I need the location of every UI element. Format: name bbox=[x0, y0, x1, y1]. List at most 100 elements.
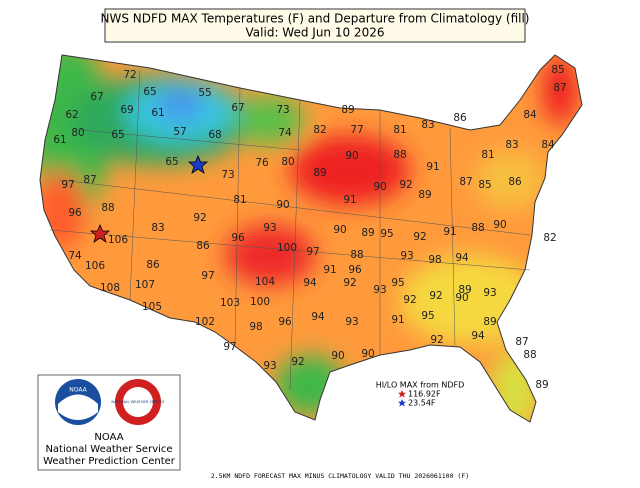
temperature-label: 67 bbox=[90, 91, 103, 103]
temperature-label: 103 bbox=[220, 297, 240, 309]
temperature-label: 62 bbox=[65, 109, 78, 121]
footer: 2.5KM NDFD FORECAST MAX MINUS CLIMATOLOG… bbox=[211, 472, 469, 480]
temperature-label: 83 bbox=[505, 139, 518, 151]
temperature-label: 86 bbox=[508, 176, 522, 188]
temperature-label: 69 bbox=[120, 104, 133, 116]
temperature-label: 94 bbox=[303, 277, 317, 289]
temperature-label: 94 bbox=[471, 330, 485, 342]
temperature-label: 82 bbox=[313, 124, 326, 136]
temperature-label: 104 bbox=[255, 276, 275, 288]
nws-badge: NATIONAL WEATHER SERVICE bbox=[111, 400, 165, 404]
temperature-label: 77 bbox=[350, 124, 363, 136]
logo-line3: Weather Prediction Center bbox=[43, 456, 176, 467]
low-star bbox=[187, 154, 209, 174]
temperature-label: 87 bbox=[553, 82, 566, 94]
temperature-label: 84 bbox=[523, 109, 537, 121]
temperature-label: 96 bbox=[68, 207, 82, 219]
temperature-label: 87 bbox=[459, 176, 472, 188]
temperature-label: 89 bbox=[341, 104, 354, 116]
temperature-label: 100 bbox=[250, 296, 270, 308]
temperature-label: 83 bbox=[151, 222, 164, 234]
hilo-low: 23.54F bbox=[408, 399, 436, 408]
temperature-label: 73 bbox=[276, 104, 289, 116]
temperature-label: 95 bbox=[421, 310, 434, 322]
temperature-label: 86 bbox=[196, 240, 210, 252]
temperature-label: 80 bbox=[71, 127, 84, 139]
noaa-badge: NOAA bbox=[69, 387, 87, 394]
temperature-label: 90 bbox=[276, 199, 289, 211]
temperature-label: 96 bbox=[278, 316, 292, 328]
temperature-label: 88 bbox=[101, 202, 114, 214]
temperature-label: 61 bbox=[151, 107, 164, 119]
temperature-label: 92 bbox=[343, 277, 356, 289]
logo-line1: NOAA bbox=[94, 432, 123, 443]
temperature-label: 81 bbox=[481, 149, 494, 161]
temperature-label: 89 bbox=[418, 189, 431, 201]
temperature-label: 88 bbox=[350, 249, 363, 261]
temperature-label: 89 bbox=[535, 379, 548, 391]
temperature-label: 90 bbox=[373, 181, 386, 193]
temperature-label: 105 bbox=[142, 301, 162, 313]
temperature-label: 107 bbox=[135, 279, 155, 291]
temperature-label: 92 bbox=[403, 294, 416, 306]
temperature-label: 92 bbox=[429, 290, 442, 302]
temperature-label: 85 bbox=[551, 64, 564, 76]
temperature-label: 97 bbox=[61, 179, 74, 191]
temperature-label: 68 bbox=[208, 129, 221, 141]
temperature-label: 88 bbox=[393, 149, 406, 161]
temperature-label: 92 bbox=[193, 212, 206, 224]
temperature-label: 97 bbox=[306, 246, 319, 258]
temperature-label: 81 bbox=[233, 194, 246, 206]
temperature-label: 93 bbox=[483, 287, 496, 299]
temperature-label: 91 bbox=[323, 264, 336, 276]
temperature-label: 86 bbox=[146, 259, 160, 271]
temperature-label: 92 bbox=[430, 334, 443, 346]
temperature-label: 90 bbox=[455, 292, 468, 304]
temperature-label: 87 bbox=[83, 174, 96, 186]
temperature-label: 74 bbox=[68, 250, 82, 262]
temperature-label: 88 bbox=[471, 222, 484, 234]
temperature-label: 73 bbox=[221, 169, 234, 181]
temperature-label: 67 bbox=[231, 102, 244, 114]
temperature-label: 57 bbox=[173, 126, 186, 138]
temperature-label: 85 bbox=[478, 179, 491, 191]
logo-line2: National Weather Service bbox=[45, 444, 172, 455]
temperature-label: 108 bbox=[100, 282, 120, 294]
temperature-label: 95 bbox=[380, 228, 393, 240]
temperature-label: 90 bbox=[331, 350, 344, 362]
state-lines bbox=[49, 69, 531, 391]
temperature-label: 93 bbox=[263, 222, 276, 234]
temperature-label: 61 bbox=[53, 134, 66, 146]
temperature-label: 76 bbox=[255, 157, 269, 169]
temperature-label: 82 bbox=[543, 232, 556, 244]
hilo-title: HI/LO MAX from NDFD bbox=[376, 381, 465, 390]
temperature-label: 65 bbox=[165, 156, 178, 168]
temperature-label: 83 bbox=[421, 119, 434, 131]
temperature-label: 89 bbox=[483, 316, 496, 328]
title: NWS NDFD MAX Temperatures (F) and Depart… bbox=[101, 12, 530, 26]
temperature-label: 100 bbox=[277, 242, 297, 254]
temperature-label: 86 bbox=[453, 112, 467, 124]
temperature-label: 97 bbox=[223, 341, 236, 353]
temperature-label: 93 bbox=[373, 284, 386, 296]
subtitle: Valid: Wed Jun 10 2026 bbox=[246, 26, 385, 40]
temperature-label: 92 bbox=[413, 231, 426, 243]
temperature-label: 93 bbox=[400, 250, 413, 262]
temperature-label: 92 bbox=[291, 356, 304, 368]
hilo-low-star bbox=[398, 399, 406, 407]
noaa-gull bbox=[58, 394, 98, 420]
temperature-label: 80 bbox=[281, 156, 294, 168]
temperature-label: 93 bbox=[263, 360, 276, 372]
temperature-label: 96 bbox=[231, 232, 245, 244]
high-star bbox=[89, 223, 111, 243]
temperature-label: 87 bbox=[515, 336, 528, 348]
temperature-label: 89 bbox=[361, 227, 374, 239]
temperature-label: 94 bbox=[311, 311, 325, 323]
temperature-label: 72 bbox=[123, 69, 136, 81]
temperature-label: 92 bbox=[399, 179, 412, 191]
temperature-label: 90 bbox=[493, 219, 506, 231]
temperature-label: 91 bbox=[443, 226, 456, 238]
temperature-label: 91 bbox=[343, 194, 356, 206]
temperature-label: 97 bbox=[201, 270, 214, 282]
